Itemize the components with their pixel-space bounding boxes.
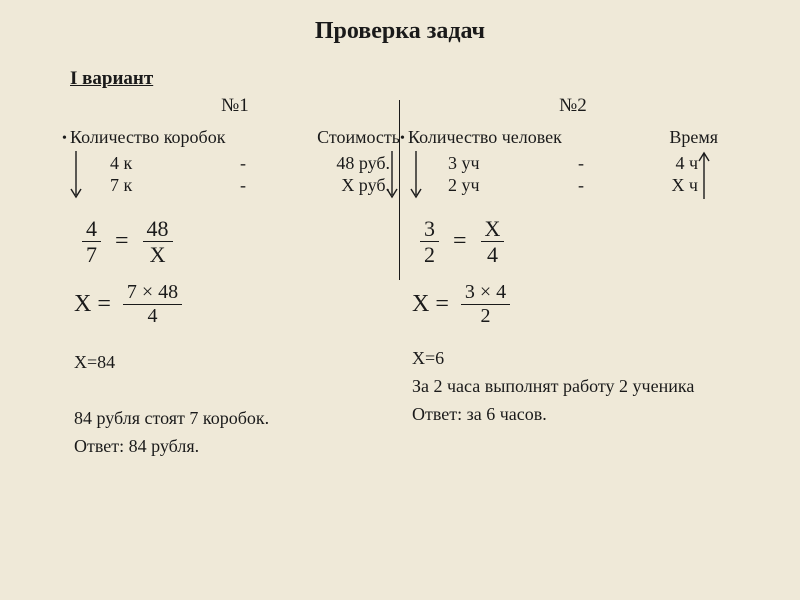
cell-dash: -	[578, 175, 584, 196]
result-line: Х=6	[412, 345, 738, 373]
problem-1-header-left: Количество коробок	[70, 127, 225, 148]
cell-left: 7 к	[110, 175, 132, 196]
cell-right: 48 руб.	[336, 153, 390, 174]
result-line: За 2 часа выполнят работу 2 ученика	[412, 373, 738, 401]
result-line	[74, 377, 400, 405]
problem-1: №1 • Количество коробок Стоимость 4 к - …	[70, 95, 400, 461]
problem-2-equations: 3 2 = X 4 X = 3 × 4 2	[408, 217, 738, 327]
bullet-icon: •	[400, 131, 405, 147]
equation-lhs: X =	[74, 291, 111, 318]
result-line: Х=84	[74, 349, 400, 377]
cell-right: Х ч	[671, 175, 698, 196]
cell-right: Х руб.	[341, 175, 390, 196]
problem-1-number: №1	[70, 95, 400, 117]
equals-sign: =	[453, 228, 467, 255]
fraction-denominator: 7	[82, 243, 101, 266]
fraction-denominator: 2	[477, 306, 495, 327]
problem-2-number: №2	[408, 95, 738, 117]
fraction-denominator: X	[146, 243, 170, 266]
fraction-numerator: X	[481, 217, 505, 240]
solve-equation: X = 3 × 4 2	[412, 282, 738, 327]
cell-right: 4 ч	[675, 153, 698, 174]
cell-dash: -	[240, 153, 246, 174]
problem-1-equations: 4 7 = 48 X X = 7 × 48 4	[70, 217, 400, 327]
fraction-numerator: 7 × 48	[123, 282, 182, 303]
fraction-numerator: 4	[82, 217, 101, 240]
cell-left: 2 уч	[448, 175, 480, 196]
arrow-up-icon	[698, 149, 710, 201]
result-line: Ответ: за 6 часов.	[412, 401, 738, 429]
variant-label: I вариант	[70, 68, 153, 90]
fraction-numerator: 3 × 4	[461, 282, 510, 303]
cell-dash: -	[240, 175, 246, 196]
solve-equation: X = 7 × 48 4	[74, 282, 400, 327]
fraction-denominator: 4	[144, 306, 162, 327]
problem-2-table: • Количество человек Время 3 уч - 4 ч 2 …	[408, 125, 738, 203]
fraction-denominator: 2	[420, 243, 439, 266]
cell-left: 3 уч	[448, 153, 480, 174]
cell-left: 4 к	[110, 153, 132, 174]
proportion-equation: 3 2 = X 4	[420, 217, 738, 266]
problem-2-header-right: Время	[669, 127, 718, 148]
fraction-numerator: 3	[420, 217, 439, 240]
proportion-equation: 4 7 = 48 X	[82, 217, 400, 266]
problem-2: №2 • Количество человек Время 3 уч - 4 ч…	[408, 95, 738, 429]
page: Проверка задач I вариант №1 • Количество…	[0, 0, 800, 600]
arrow-down-icon	[410, 149, 422, 201]
fraction-numerator: 48	[143, 217, 173, 240]
problem-1-header-right: Стоимость	[317, 127, 400, 148]
arrow-down-icon	[70, 149, 82, 201]
equation-lhs: X =	[412, 291, 449, 318]
result-line: 84 рубля стоят 7 коробок.	[74, 405, 400, 433]
cell-dash: -	[578, 153, 584, 174]
page-title: Проверка задач	[0, 18, 800, 45]
fraction-denominator: 4	[483, 243, 502, 266]
problem-1-result: Х=84 84 рубля стоят 7 коробок. Ответ: 84…	[74, 349, 400, 461]
problem-1-table: • Количество коробок Стоимость 4 к - 48 …	[70, 125, 400, 203]
bullet-icon: •	[62, 131, 67, 147]
problem-2-result: Х=6 За 2 часа выполнят работу 2 ученика …	[412, 345, 738, 429]
problem-2-header-left: Количество человек	[408, 127, 562, 148]
equals-sign: =	[115, 228, 129, 255]
result-line: Ответ: 84 рубля.	[74, 433, 400, 461]
